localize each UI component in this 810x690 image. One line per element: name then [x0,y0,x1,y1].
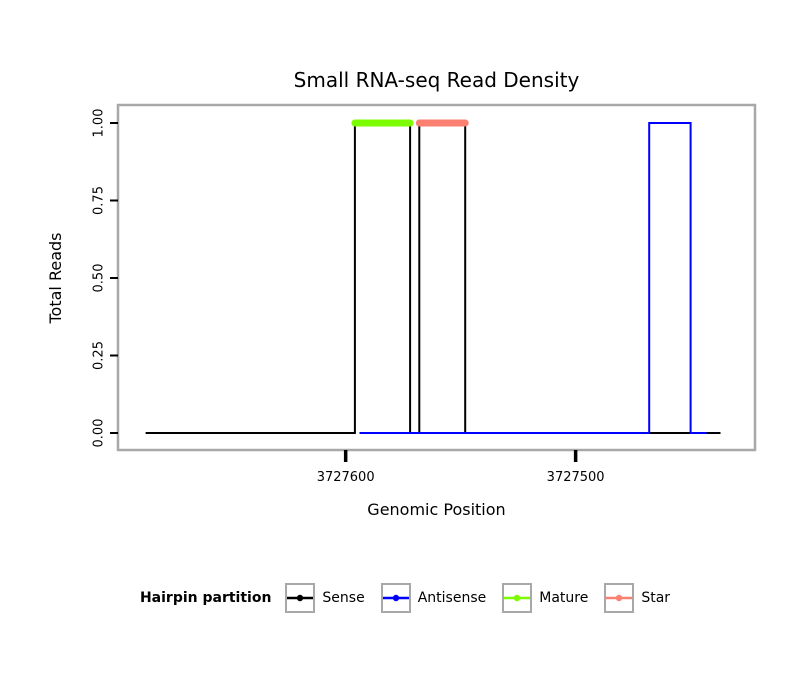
legend-entries: Sense Antisense Mature Star [285,583,670,613]
legend-entry-mature: Mature [502,583,588,613]
legend-title: Hairpin partition [139,590,272,606]
legend: Hairpin partition Sense Antisense Mature St… [0,583,810,613]
x-tick-label: 3727600 [317,470,375,485]
legend-key-star [604,583,635,613]
legend-key-glyph-icon [606,594,633,602]
series-antisense-line [359,122,707,434]
chart-title: Small RNA-seq Read Density [293,68,580,92]
legend-key-antisense [380,583,411,613]
legend-label: Star [641,590,671,606]
panel-border [116,103,757,452]
legend-key-glyph-icon [382,594,409,602]
y-tick-label: 0.00 [92,419,107,448]
legend-label: Antisense [417,590,487,606]
legend-label: Sense [322,590,365,606]
legend-key-mature [502,583,533,613]
x-axis-label: Genomic Position [367,500,506,519]
plot-area: 0.00 0.25 0.50 0.75 1.00 3727600 3727500 [92,103,757,485]
legend-entry-star: Star [604,583,670,613]
legend-key-sense [285,583,316,613]
y-tick-label: 0.50 [92,264,107,293]
y-axis-label: Total Reads [46,232,65,324]
y-tick-label: 1.00 [92,109,107,138]
series-sense-line [145,122,721,434]
legend-label: Mature [539,590,589,606]
legend-entry-antisense: Antisense [380,583,487,613]
legend-key-glyph-icon [287,594,314,602]
legend-entry-sense: Sense [285,583,365,613]
y-tick-label: 0.75 [92,186,107,215]
y-tick-label: 0.25 [92,341,107,370]
x-tick-label: 3727500 [547,470,605,485]
legend-key-glyph-icon [504,594,531,602]
